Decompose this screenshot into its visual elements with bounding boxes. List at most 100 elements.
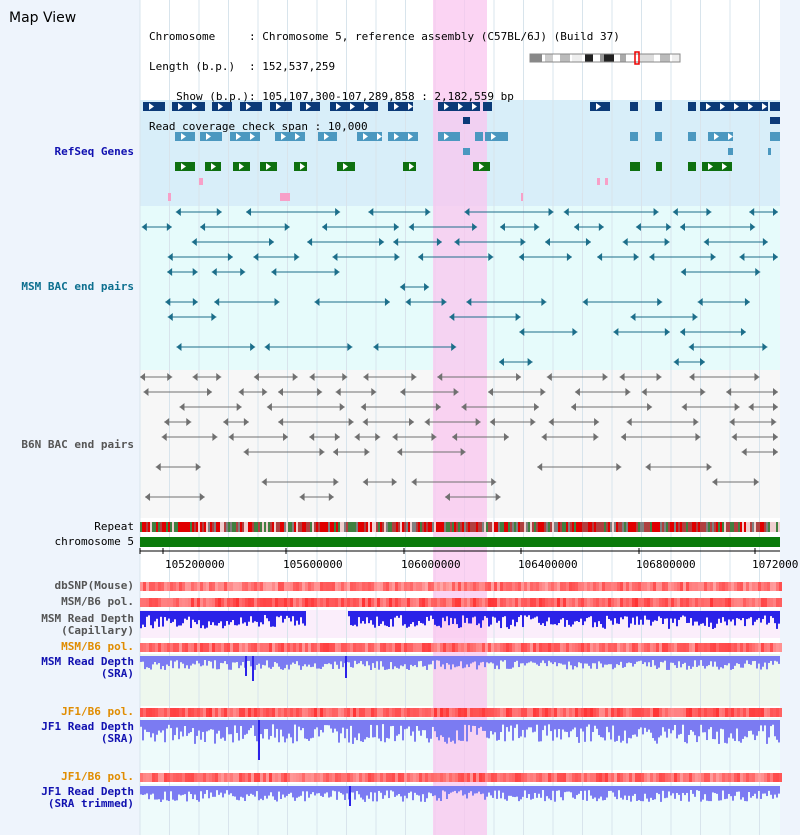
msm-pol-heat <box>359 643 362 652</box>
msm-sra-depth <box>326 656 328 665</box>
msm-pol-heat <box>659 598 662 607</box>
repeat-tick <box>584 522 586 532</box>
msm-sra-depth <box>512 656 514 668</box>
jf1-sra-depth <box>310 720 312 739</box>
msm-sra-depth <box>682 656 684 664</box>
dbsnp-heat <box>557 582 560 591</box>
jf1-sra-depth <box>470 720 472 732</box>
b6n-bac-pair-end <box>186 418 192 426</box>
b6n-bac-pair-end <box>243 418 249 426</box>
jf1-sra-depth <box>612 720 614 726</box>
dbsnp-heat <box>251 582 254 591</box>
msm-capillary-depth <box>534 611 536 618</box>
jf1-sra-depth <box>388 720 390 739</box>
jf1-sra-depth <box>472 720 474 726</box>
jf1-pol-heat <box>290 708 293 717</box>
jf1-pol-heat <box>302 708 305 717</box>
msm-capillary-depth <box>438 611 440 626</box>
jf1-pol-heat <box>287 708 290 717</box>
jf1-sra-depth <box>604 720 606 741</box>
b6n-bac-pair-end <box>228 433 234 441</box>
jf1-pol-heat <box>521 773 524 782</box>
msm-pol-heat <box>140 598 143 607</box>
jf1-sra-depth <box>432 720 434 727</box>
msm-pol-heat <box>332 643 335 652</box>
dbsnp-heat <box>152 582 155 591</box>
jf1-pol-heat <box>728 773 731 782</box>
msm-capillary-depth <box>564 611 566 627</box>
msm-pol-heat <box>497 643 500 652</box>
jf1-trimmed-depth <box>674 786 676 799</box>
msm-pol-heat <box>542 643 545 652</box>
jf1-pol-heat <box>596 708 599 717</box>
repeat-tick <box>536 522 538 532</box>
repeat-tick <box>570 522 572 532</box>
axis-tick-label: 105200000 <box>165 558 225 571</box>
dbsnp-heat <box>488 582 491 591</box>
msm-bac-pair-end <box>699 358 705 366</box>
jf1-sra-depth <box>216 720 218 734</box>
label-msm-b6-pol-2: MSM/B6 pol. <box>61 640 134 653</box>
jf1-trimmed-depth <box>164 786 166 792</box>
repeat-tick <box>342 522 344 532</box>
msm-pol-heat <box>479 598 482 607</box>
jf1-sra-depth <box>222 720 224 738</box>
jf1-trimmed-depth <box>186 786 188 802</box>
jf1-trimmed-depth <box>408 786 410 793</box>
jf1-sra-depth <box>552 720 554 741</box>
jf1-trimmed-depth <box>546 786 548 797</box>
msm-pol-heat <box>263 643 266 652</box>
repeat-tick <box>176 522 178 532</box>
msm-sra-depth <box>578 656 580 663</box>
jf1-sra-depth <box>640 720 642 728</box>
msm-capillary-depth <box>160 611 162 617</box>
jf1-pol-heat <box>497 773 500 782</box>
jf1-pol-heat <box>395 773 398 782</box>
jf1-pol-heat <box>734 773 737 782</box>
jf1-trimmed-depth <box>646 786 648 799</box>
dbsnp-heat <box>626 582 629 591</box>
msm-bac-pair-end <box>451 343 457 351</box>
dbsnp-heat <box>701 582 704 591</box>
repeat-tick <box>232 522 234 532</box>
gene-arrow <box>394 133 399 140</box>
repeat-tick <box>562 522 564 532</box>
msm-pol-heat <box>422 643 425 652</box>
msm-pol-heat <box>353 643 356 652</box>
repeat-tick <box>400 522 402 532</box>
jf1-trimmed-depth <box>228 786 230 795</box>
jf1-pol-heat <box>449 773 452 782</box>
jf1-pol-heat <box>587 708 590 717</box>
header-info: Chromosome: Chromosome 5, reference asse… <box>149 30 620 133</box>
msm-sra-depth <box>206 656 208 666</box>
jf1-sra-depth <box>638 720 640 730</box>
jf1-pol-heat <box>230 708 233 717</box>
msm-pol-heat <box>296 643 299 652</box>
b6n-bac-pair-end <box>616 463 622 471</box>
dbsnp-heat <box>218 582 221 591</box>
msm-capillary-depth <box>466 611 468 618</box>
jf1-pol-heat <box>239 773 242 782</box>
msm-capillary-depth <box>416 611 418 626</box>
msm-capillary-depth <box>506 611 508 628</box>
jf1-sra-depth <box>668 720 670 729</box>
jf1-pol-heat <box>776 773 779 782</box>
dbsnp-heat <box>575 582 578 591</box>
dbsnp-heat <box>299 582 302 591</box>
repeat-tick <box>304 522 306 532</box>
jf1-pol-heat <box>326 708 329 717</box>
dbsnp-heat <box>200 582 203 591</box>
jf1-pol-heat <box>314 708 317 717</box>
jf1-sra-depth <box>574 720 576 728</box>
msm-pol-heat <box>740 643 743 652</box>
msm-capillary-depth <box>540 611 542 625</box>
dbsnp-heat <box>722 582 725 591</box>
jf1-sra-depth <box>422 720 424 731</box>
msm-pol-heat <box>773 598 776 607</box>
msm-sra-depth <box>412 656 414 667</box>
msm-bac-pair-end <box>520 238 526 246</box>
msm-capillary-depth <box>726 611 728 626</box>
dbsnp-heat <box>752 582 755 591</box>
msm-pol-heat <box>443 598 446 607</box>
